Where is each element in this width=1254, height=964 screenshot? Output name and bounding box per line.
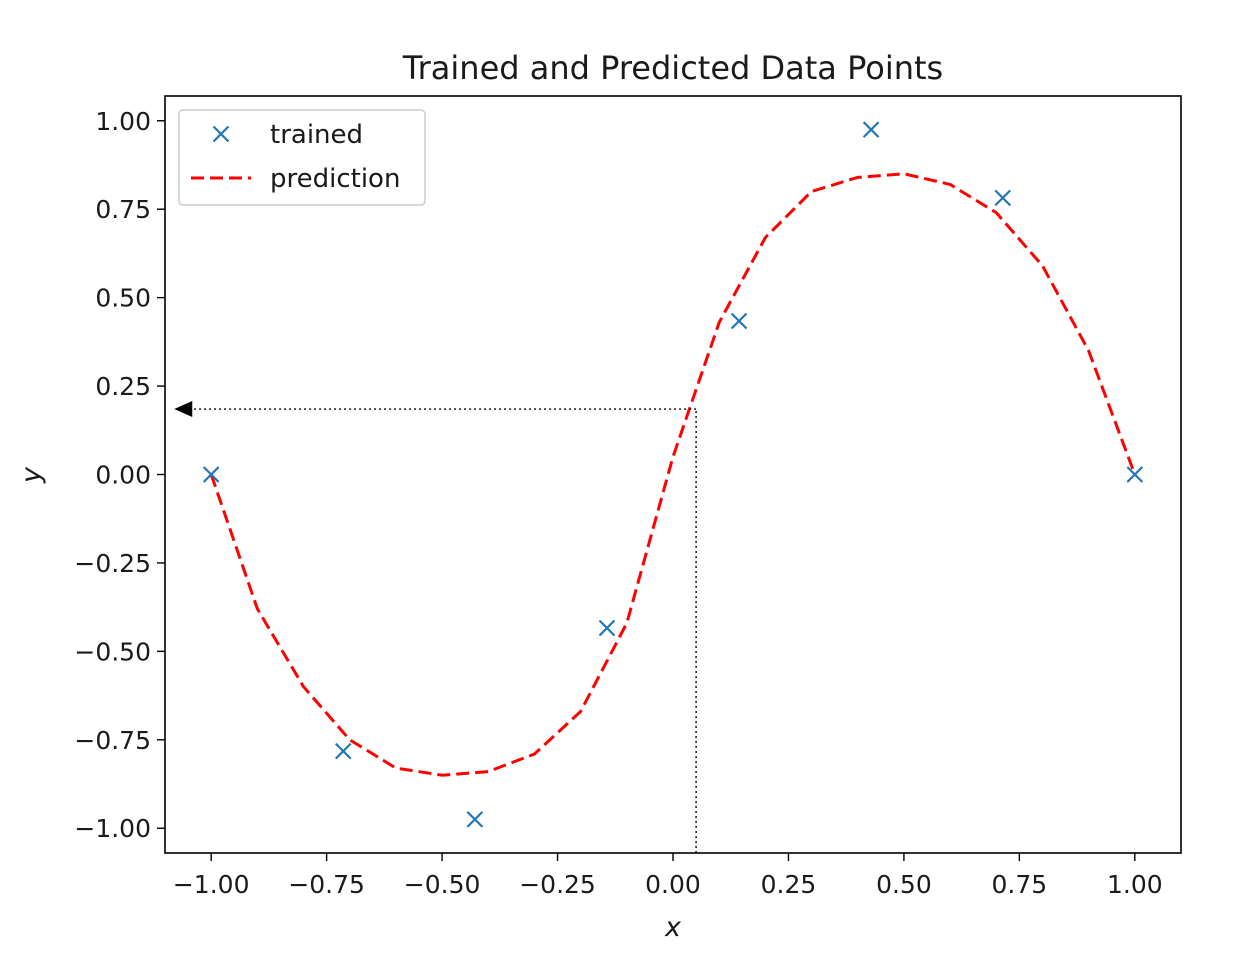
x-axis: −1.00 −0.75 −0.50 −0.25 0.00 0.25 0.50 0.75 1.00 <box>173 853 1163 899</box>
y-tick-label: 1.00 <box>95 107 151 136</box>
trained-point <box>994 189 1012 207</box>
legend-prediction-label: prediction <box>270 164 400 194</box>
trained-point <box>598 619 616 637</box>
trained-point <box>730 312 748 330</box>
data-layer <box>202 121 1144 828</box>
annotation-arrowhead <box>174 401 193 418</box>
trained-point <box>466 811 484 828</box>
y-tick-label: 0.50 <box>95 284 151 313</box>
chart-title: Trained and Predicted Data Points <box>402 49 943 87</box>
annotation-layer <box>174 401 697 853</box>
y-tick-label: −0.50 <box>74 637 151 666</box>
x-tick-label: 1.00 <box>1107 870 1163 899</box>
x-tick-label: 0.25 <box>761 870 817 899</box>
legend-box <box>178 109 426 206</box>
plot-frame <box>164 95 1182 854</box>
y-axis-label: y <box>16 466 47 484</box>
legend-trained-cross <box>212 125 230 143</box>
trained-point <box>1126 466 1144 483</box>
x-axis-label: x <box>664 912 682 943</box>
x-tick-label: 0.00 <box>645 870 701 899</box>
prediction-line <box>209 172 1137 777</box>
legend-trained-label: trained <box>270 120 363 150</box>
y-tick-label: 0.00 <box>95 461 151 490</box>
y-tick-label: −0.75 <box>74 726 151 755</box>
x-tick-label: −0.75 <box>288 870 365 899</box>
legend-trained-marker <box>212 125 230 143</box>
y-tick-label: 0.25 <box>95 372 151 401</box>
x-tick-label: −1.00 <box>173 870 250 899</box>
y-tick-label: −1.00 <box>74 814 151 843</box>
y-tick-label: 0.75 <box>95 195 151 224</box>
trained-point <box>862 121 880 138</box>
x-tick-label: 0.50 <box>876 870 932 899</box>
x-tick-label: −0.25 <box>519 870 596 899</box>
x-tick-label: −0.50 <box>404 870 481 899</box>
trained-point <box>202 466 220 483</box>
legend: trained prediction <box>178 109 426 206</box>
y-tick-label: −0.25 <box>74 549 151 578</box>
trained-point <box>334 742 352 760</box>
x-tick-label: 0.75 <box>992 870 1048 899</box>
y-axis: 1.00 0.75 0.50 0.25 0.00 −0.25 −0.50 −0.75 −1.00 <box>74 107 165 843</box>
